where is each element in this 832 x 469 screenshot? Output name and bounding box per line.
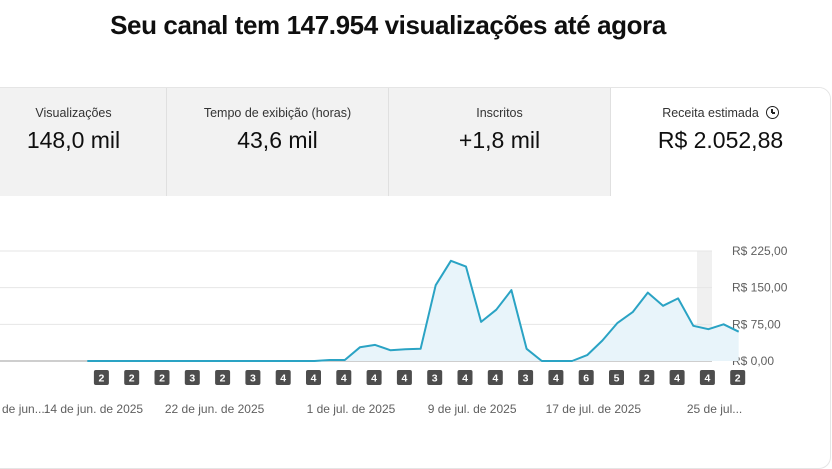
video-count-badge-label: 4	[462, 373, 468, 385]
page-headline: Seu canal tem 147.954 visualizações até …	[110, 10, 666, 40]
video-count-badge	[669, 370, 685, 385]
video-count-badge-label: 4	[553, 373, 559, 385]
x-tick-label: 14 de jun. de 2025	[44, 402, 144, 416]
video-count-badge	[336, 370, 352, 385]
video-count-badge	[366, 370, 382, 385]
metric-value: +1,8 mil	[458, 127, 541, 153]
metric-value: 43,6 mil	[237, 127, 318, 153]
video-count-badge	[245, 370, 261, 385]
series-area	[87, 260, 739, 361]
video-count-badge-label: 4	[311, 373, 317, 385]
video-count-badge-label: 3	[523, 373, 529, 385]
x-tick-label: 25 de jul...	[687, 402, 742, 416]
x-tick-label: 1 de jul. de 2025	[307, 402, 396, 416]
metric-label: Visualizações	[35, 106, 112, 120]
video-count-badge-label: 3	[250, 373, 256, 385]
metric-tab-watch-time[interactable]: Tempo de exibição (horas) 43,6 mil	[167, 88, 389, 196]
video-count-badge	[518, 370, 534, 385]
video-count-badge-label: 4	[371, 373, 377, 385]
video-count-badge	[427, 370, 443, 385]
video-count-badge-label: 4	[492, 373, 498, 385]
metric-label: Receita estimada	[611, 106, 830, 120]
video-count-badge-label: 5	[614, 373, 620, 385]
video-count-badge	[396, 370, 412, 385]
video-count-badge-label: 6	[583, 373, 589, 385]
analytics-card: Visualizações 148,0 mil Tempo de exibiçã…	[0, 87, 831, 469]
video-count-badge-label: 4	[401, 373, 407, 385]
revenue-chart: R$ 225,00 R$ 150,00 R$ 75,00 R$ 0,00 2 2 2 3 2 3 4…	[0, 244, 788, 416]
metric-tab-views[interactable]: Visualizações 148,0 mil	[0, 88, 167, 196]
video-count-badge-label: 4	[280, 373, 286, 385]
video-count-badge-label: 2	[644, 373, 650, 385]
metric-value: 148,0 mil	[26, 127, 121, 153]
metric-value: R$ 2.052,88	[657, 127, 784, 153]
video-count-badge	[730, 370, 746, 385]
video-count-badge	[609, 370, 624, 385]
video-count-badge	[306, 370, 321, 385]
video-count-badge-label: 4	[674, 373, 680, 385]
video-count-badge-label: 2	[159, 373, 165, 385]
y-tick-label: R$ 0,00	[732, 354, 774, 368]
video-count-badge	[548, 370, 564, 385]
video-count-badge-label: 2	[220, 373, 226, 385]
video-count-badge	[699, 370, 715, 385]
video-count-badge	[154, 370, 170, 385]
video-count-badge-label: 2	[98, 373, 104, 385]
metric-label: Tempo de exibição (horas)	[203, 106, 352, 120]
metric-label: Inscritos	[476, 106, 523, 120]
x-tick-label: 22 de jun. de 2025	[165, 402, 265, 416]
video-count-badge-label: 3	[189, 373, 195, 385]
y-tick-label: R$ 150,00	[732, 281, 788, 295]
y-tick-label: R$ 225,00	[732, 244, 788, 258]
video-count-badge	[487, 370, 503, 385]
series-line	[87, 259, 740, 362]
video-count-badge	[457, 370, 473, 385]
video-count-badge-label: 2	[735, 373, 741, 385]
video-count-badge	[639, 370, 655, 385]
video-count-badge	[275, 370, 291, 385]
video-count-badge-label: 4	[704, 373, 710, 385]
video-count-badge-label: 4	[341, 373, 347, 385]
metric-tab-subscribers[interactable]: Inscritos +1,8 mil	[389, 88, 611, 196]
video-count-badge	[184, 370, 200, 385]
metric-label-text: Receita estimada	[662, 106, 759, 120]
video-count-badge	[578, 370, 594, 385]
x-tick-label: 9 de jul. de 2025	[428, 402, 517, 416]
video-count-badge	[215, 370, 231, 385]
y-tick-label: R$ 75,00	[732, 317, 781, 331]
metric-tab-revenue[interactable]: Receita estimada R$ 2.052,88	[611, 88, 830, 196]
video-count-badge-label: 2	[129, 373, 135, 385]
x-tick-label: 17 de jul. de 2025	[546, 402, 642, 416]
video-count-badge-label: 3	[432, 373, 438, 385]
metric-tabs: Visualizações 148,0 mil Tempo de exibiçã…	[0, 88, 830, 196]
video-count-badge	[93, 370, 109, 385]
video-count-badge	[124, 370, 140, 385]
x-tick-label: 6 de jun....	[0, 402, 48, 416]
clock-icon	[765, 106, 779, 119]
